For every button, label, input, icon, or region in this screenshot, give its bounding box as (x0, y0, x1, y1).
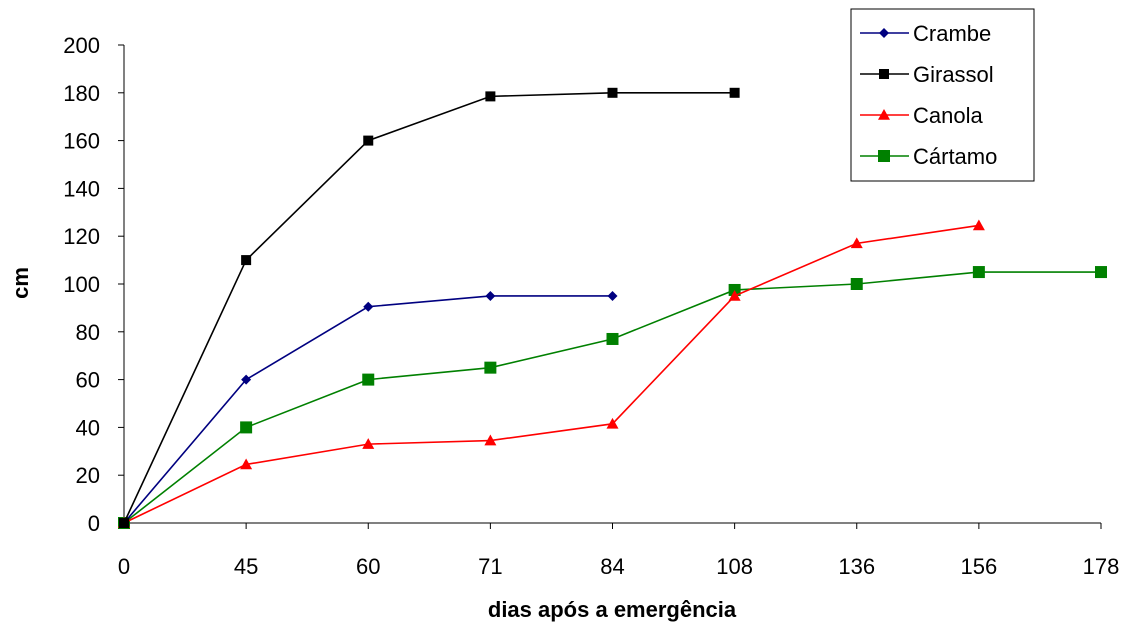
y-axis-title: cm (8, 267, 33, 299)
legend-label: Canola (913, 103, 983, 128)
y-tick-label: 120 (63, 224, 100, 249)
y-tick-label: 20 (76, 463, 100, 488)
data-point (972, 219, 985, 231)
x-axis-title: dias após a emergência (488, 597, 737, 622)
data-point (485, 91, 496, 102)
series-line (123, 92, 735, 524)
data-point (729, 87, 740, 98)
y-tick-label: 140 (63, 176, 100, 201)
x-axis-ticks: 0 45 60 71 84 108 136 156 178 (118, 523, 1119, 579)
data-point (240, 458, 253, 470)
legend-marker (879, 28, 889, 38)
data-point (850, 278, 863, 290)
series-group (118, 87, 1107, 529)
legend-item-canola: Canola (860, 103, 983, 128)
data-point (362, 438, 375, 449)
legend-item-cártamo: Cártamo (860, 144, 997, 169)
data-point (362, 373, 375, 386)
legend-marker (879, 69, 889, 79)
data-point (241, 374, 252, 385)
x-tick-label: 0 (118, 554, 130, 579)
y-tick-label: 40 (76, 415, 100, 440)
y-tick-label: 200 (63, 33, 100, 58)
x-tick-label: 108 (716, 554, 753, 579)
legend-label: Crambe (913, 21, 991, 46)
y-axis-ticks: 0 20 40 60 80 100 120 140 160 180 200 (63, 33, 124, 536)
series-cártamo (118, 266, 1107, 529)
data-point (363, 301, 374, 312)
legend-marker (878, 109, 890, 120)
legend: Crambe Girassol Canola Cártamo (850, 8, 1035, 182)
x-tick-label: 178 (1083, 554, 1120, 579)
data-point (606, 417, 619, 429)
legend-marker (878, 150, 890, 162)
series-girassol (119, 87, 740, 528)
x-tick-label: 84 (600, 554, 624, 579)
data-point (972, 266, 985, 279)
series-line (123, 224, 979, 524)
series-line (123, 271, 1101, 524)
series-canola (118, 219, 985, 528)
legend-label: Cártamo (913, 144, 997, 169)
series-crambe (119, 290, 618, 528)
legend-label: Girassol (913, 62, 994, 87)
y-tick-label: 80 (76, 320, 100, 345)
data-point (728, 289, 741, 301)
y-tick-label: 60 (76, 368, 100, 393)
data-point (607, 87, 618, 98)
y-tick-label: 180 (63, 81, 100, 106)
y-tick-label: 160 (63, 129, 100, 154)
x-tick-label: 60 (356, 554, 380, 579)
data-point (119, 518, 129, 528)
legend-item-crambe: Crambe (860, 21, 991, 46)
series-line (123, 295, 613, 524)
data-point (850, 237, 863, 249)
data-point (240, 421, 253, 434)
data-point (606, 332, 619, 345)
data-point (607, 290, 618, 301)
data-point (241, 255, 252, 266)
legend-item-girassol: Girassol (860, 62, 994, 87)
x-tick-label: 71 (478, 554, 502, 579)
data-point (1095, 266, 1107, 279)
x-tick-label: 136 (838, 554, 875, 579)
x-tick-label: 156 (961, 554, 998, 579)
y-tick-label: 100 (63, 272, 100, 297)
x-tick-label: 45 (234, 554, 258, 579)
data-point (484, 434, 497, 446)
y-tick-label: 0 (88, 511, 100, 536)
data-point (363, 135, 374, 146)
data-point (484, 361, 497, 374)
data-point (485, 290, 496, 301)
